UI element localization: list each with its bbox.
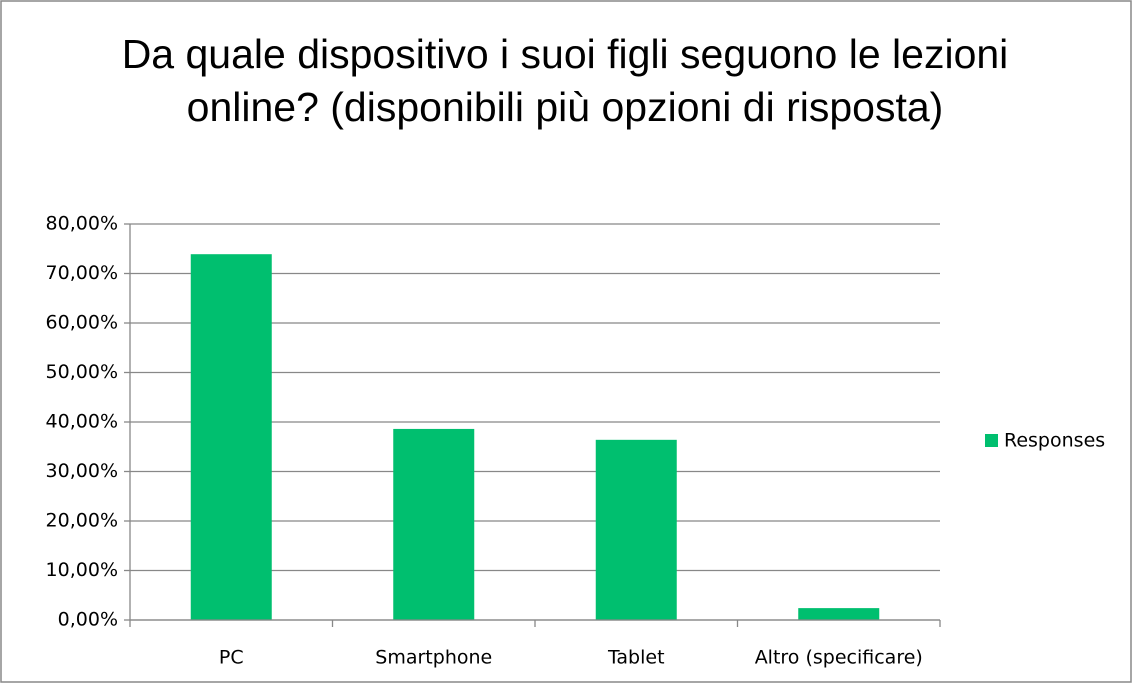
bar (798, 608, 880, 620)
x-tick-label: Smartphone (375, 647, 492, 669)
bar (393, 428, 475, 620)
legend-swatch (985, 434, 998, 447)
y-tick-label: 70,00% (46, 262, 118, 284)
y-tick-label: 50,00% (46, 361, 118, 383)
x-tick-label: Tablet (607, 647, 665, 669)
y-tick-label: 60,00% (46, 312, 118, 334)
x-tick-label: Altro (specificare) (755, 647, 923, 669)
y-tick-label: 80,00% (46, 213, 118, 235)
bar (595, 439, 677, 620)
y-tick-label: 10,00% (46, 559, 118, 581)
chart-title: Da quale dispositivo i suoi figli seguon… (121, 31, 1009, 130)
x-tick-label: PC (219, 647, 244, 669)
legend-label: Responses (1004, 430, 1105, 452)
y-tick-label: 0,00% (58, 609, 118, 631)
y-tick-label: 30,00% (46, 460, 118, 482)
y-tick-label: 20,00% (46, 510, 118, 532)
bar (190, 254, 272, 620)
y-tick-label: 40,00% (46, 411, 118, 433)
